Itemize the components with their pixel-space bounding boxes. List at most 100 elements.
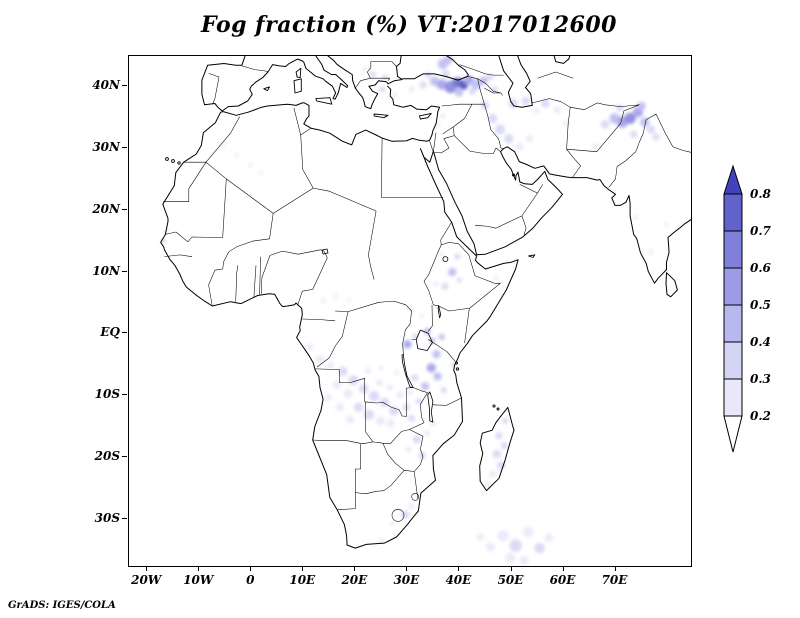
fog-blob — [359, 384, 369, 394]
fog-blob — [221, 144, 226, 149]
fog-blob — [406, 389, 413, 396]
coast-balkans-greece — [327, 56, 403, 109]
fog-blob — [563, 120, 570, 127]
fog-blob — [476, 533, 484, 541]
fog-blob — [522, 526, 534, 538]
fog-blob — [403, 340, 412, 349]
fog-blob — [375, 379, 383, 387]
lat-tick-mark — [122, 517, 127, 519]
fog-blob — [248, 163, 253, 168]
fog-blob — [456, 277, 462, 283]
fog-blob — [409, 307, 415, 313]
africa-map-canvas — [160, 56, 691, 566]
lon-tick-mark — [614, 566, 616, 571]
fog-blob — [497, 530, 509, 542]
fog-blob — [448, 267, 457, 277]
lake-chad — [321, 248, 329, 255]
fog-blob — [433, 372, 442, 381]
lon-tick-label: 0 — [246, 573, 255, 587]
fog-blob — [411, 374, 419, 382]
fog-blob — [440, 113, 446, 119]
lat-tick-mark — [122, 85, 127, 87]
coast-caspian — [498, 56, 533, 108]
lat-tick-label: 10S — [94, 387, 120, 401]
lat-tick-mark — [122, 208, 127, 210]
lat-tick-label: 20S — [94, 448, 120, 463]
fog-blob — [389, 406, 399, 416]
fog-blob — [419, 313, 425, 318]
fog-blob — [429, 420, 436, 427]
lat-tick-mark — [122, 332, 127, 334]
coast-africa-arabia-india — [160, 85, 691, 549]
lon-tick-mark — [510, 566, 512, 571]
fog-blob — [624, 112, 636, 125]
lat-tick-label: 30S — [94, 510, 120, 525]
lon-tick-label: 60E — [549, 573, 576, 587]
colorbar-segment — [723, 304, 743, 343]
fog-blob — [600, 120, 610, 129]
fog-blob — [436, 79, 447, 90]
fog-blob — [432, 281, 439, 287]
lon-tick-label: 70E — [601, 573, 628, 587]
fog-blob — [486, 542, 496, 552]
colorbar-segment — [723, 341, 743, 380]
lon-tick-mark — [146, 566, 148, 571]
lakes — [321, 248, 449, 423]
border-lesotho — [391, 509, 405, 522]
borders-africa — [163, 107, 501, 511]
fog-blob — [420, 382, 430, 391]
fog-blob — [375, 416, 385, 426]
island-bahrain — [512, 173, 515, 177]
coast-iberia-west-med — [201, 56, 349, 112]
fog-blob — [438, 333, 445, 340]
fog-blob — [464, 75, 474, 85]
fog-blob — [592, 143, 600, 151]
fog-blob — [504, 134, 514, 144]
island-canary — [165, 157, 169, 161]
colorbar-tick-label: 0.4 — [750, 335, 771, 349]
fog-blob — [324, 393, 332, 401]
fog-shading-layer — [160, 56, 669, 566]
colorbar-segment — [723, 267, 743, 306]
island-pemba — [455, 361, 458, 365]
island-zanzibar — [455, 367, 460, 371]
fog-blob — [640, 117, 650, 127]
lat-tick-label: EQ — [100, 325, 120, 340]
fog-blob — [335, 403, 344, 412]
fog-blob — [408, 414, 416, 422]
fog-blob — [391, 92, 397, 99]
fog-blob — [378, 538, 384, 544]
lake-turkana — [437, 305, 442, 319]
fog-blob — [332, 380, 341, 390]
fog-blob — [379, 86, 386, 93]
lon-tick-label: 20W — [131, 573, 162, 587]
island-sicily — [315, 97, 333, 105]
fog-blob — [489, 470, 497, 478]
colorbar-tick-label: 0.8 — [750, 187, 772, 201]
fog-blob — [412, 435, 421, 444]
colorbar-tick-label: 0.7 — [750, 224, 772, 238]
islands — [165, 67, 536, 411]
border-eswatini — [411, 493, 419, 501]
fog-blob — [484, 482, 491, 489]
fog-blob — [470, 79, 482, 90]
fog-blob — [526, 135, 534, 143]
lake-tanganyika — [401, 353, 414, 388]
fog-blob — [432, 350, 441, 359]
lat-tick-label: 10N — [92, 263, 120, 278]
fog-blob — [333, 293, 339, 299]
fog-blob — [258, 170, 263, 175]
lon-tick-label: 30E — [393, 573, 420, 587]
fog-blob — [347, 297, 352, 302]
borders-europe — [208, 61, 397, 104]
fog-blob — [509, 539, 522, 552]
fog-blob — [348, 375, 359, 386]
island-comoros — [496, 407, 500, 411]
fog-blob — [306, 343, 314, 351]
colorbar-segment — [723, 230, 743, 269]
colorbar-tick-label: 0.5 — [750, 298, 771, 312]
fog-blob — [440, 386, 447, 394]
lon-tick-mark — [562, 566, 564, 571]
lon-tick-mark — [302, 566, 304, 571]
lat-tick-mark — [122, 455, 127, 457]
